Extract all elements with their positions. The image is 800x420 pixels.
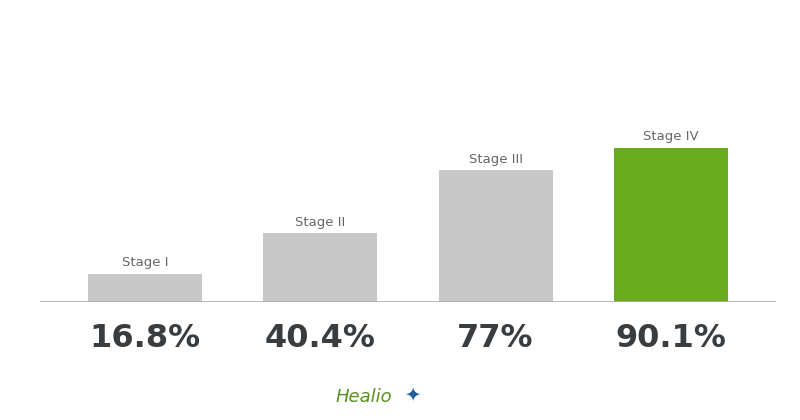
Text: Stage IV: Stage IV — [643, 130, 698, 143]
Bar — [263, 233, 378, 302]
Text: 40.4%: 40.4% — [265, 323, 376, 354]
Bar — [614, 147, 728, 302]
Text: test according to disease stage: test according to disease stage — [234, 76, 566, 94]
Text: 90.1%: 90.1% — [615, 323, 726, 354]
Text: 16.8%: 16.8% — [90, 323, 201, 354]
Text: Stage III: Stage III — [469, 153, 522, 166]
Text: Stage I: Stage I — [122, 256, 168, 269]
Text: ✦: ✦ — [404, 385, 420, 404]
Text: Stage II: Stage II — [295, 216, 346, 228]
Text: Healio: Healio — [335, 388, 392, 406]
Text: 77%: 77% — [458, 323, 534, 354]
Text: Sensitivity of a blood-based cancer detection: Sensitivity of a blood-based cancer dete… — [160, 30, 640, 49]
Bar — [88, 273, 202, 302]
Bar — [438, 170, 553, 302]
